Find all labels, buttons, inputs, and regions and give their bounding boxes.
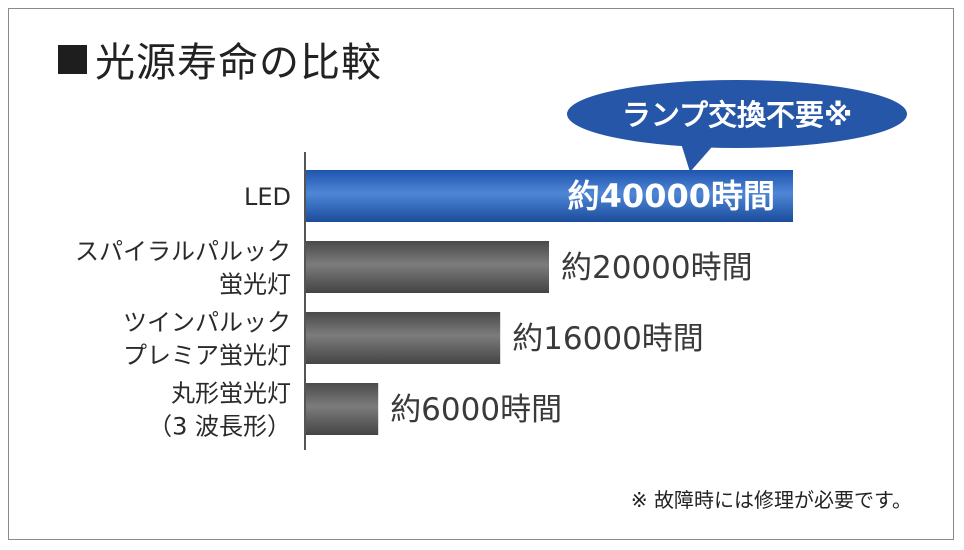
bar-2 [305,312,501,364]
category-label-0-0: LED [244,183,291,211]
bar-value-label-2: 約16000時間 [512,321,704,357]
bar-value-label-1: 約20000時間 [561,250,753,286]
bar-1 [305,241,549,293]
callout-text: ランプ交換不要※ [622,98,852,132]
callout-bubble: ランプ交換不要※ [567,80,907,172]
callout-pointer [680,140,718,172]
bar-value-label-0: 約40000時間 [568,177,775,215]
chart-title-text: 光源寿命の比較 [95,40,382,86]
bar-0 [305,170,793,222]
bar-3 [305,383,379,435]
title-square-icon [58,44,87,74]
chart-title: 光源寿命の比較 [58,34,382,86]
category-label-3-1: （3 波長形） [148,413,291,441]
category-label-1-0: スパイラルパルック [75,238,291,266]
bar-value-label-3: 約6000時間 [390,392,562,428]
category-label-3-0: 丸形蛍光灯 [171,380,291,408]
category-label-2-1: プレミア蛍光灯 [123,342,291,370]
footnote: ※ 故障時には修理が必要です。 [630,488,912,512]
category-label-2-0: ツインパルック [123,309,291,337]
callout-ellipse [567,80,907,148]
category-label-1-1: 蛍光灯 [219,271,291,299]
